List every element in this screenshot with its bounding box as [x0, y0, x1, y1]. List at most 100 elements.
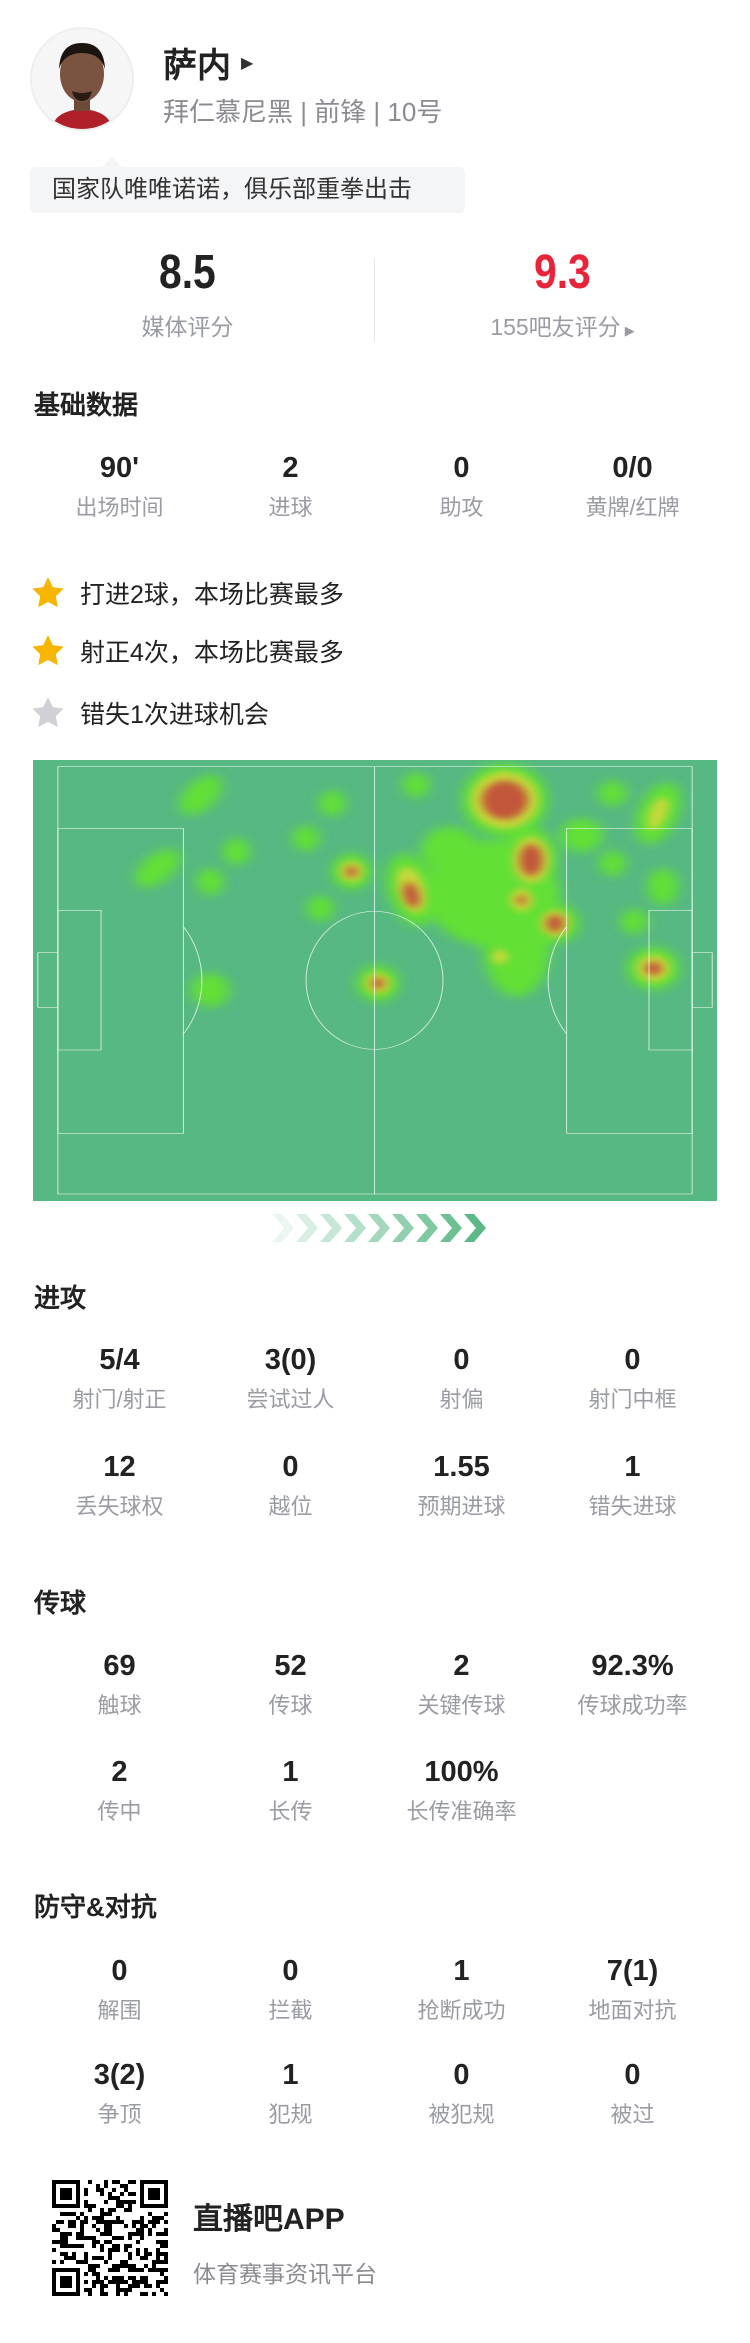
stat-value: 69 — [103, 1650, 136, 1682]
basic-stats-row: 90' 出场时间 2 进球 0 助攻 0/0 黄牌/红牌 — [34, 450, 718, 522]
heat-spot — [647, 868, 679, 905]
stat-assists: 0 助攻 — [376, 450, 547, 522]
stat-label: 触球 — [97, 1693, 142, 1718]
app-name: 直播吧APP — [193, 2203, 345, 2236]
heat-spot — [135, 849, 181, 888]
star-gray-icon — [32, 697, 64, 728]
stat-label: 黄牌/红牌 — [585, 495, 680, 520]
rating-divider — [374, 258, 375, 342]
stat-crosses: 2 传中 — [34, 1754, 205, 1826]
stat-label: 丢失球权 — [75, 1494, 164, 1519]
stat-woodwork: 0 射门中框 — [547, 1342, 718, 1414]
stat-value: 1 — [282, 1756, 299, 1788]
heat-spot — [196, 868, 224, 895]
stat-value: 0 — [624, 2059, 641, 2091]
heat-spot — [402, 772, 430, 798]
player-info: 拜仁慕尼黑 | 前锋 | 10号 — [163, 97, 443, 127]
heat-spot — [345, 866, 358, 877]
heat-spot — [546, 914, 564, 932]
stat-key-passes: 2 关键传球 — [376, 1648, 547, 1720]
fan-rating-value: 9.3 — [534, 246, 591, 299]
highlight-text: 射正4次，本场比赛最多 — [80, 639, 344, 667]
stat-offsides: 0 越位 — [205, 1449, 376, 1521]
stat-xg: 1.55 预期进球 — [376, 1449, 547, 1521]
heat-spot — [620, 909, 648, 935]
player-photo-icon — [32, 29, 132, 129]
passing-stats-row: 69 触球 52 传球 2 关键传球 92.3% 传球成功率 — [34, 1648, 718, 1720]
qr-code-icon[interactable] — [52, 2180, 168, 2296]
stat-ground-duels: 7(1) 地面对抗 — [547, 1953, 718, 2025]
section-title-basic: 基础数据 — [34, 390, 139, 420]
heat-spot — [306, 895, 334, 921]
stat-value: 0 — [453, 1344, 470, 1376]
defense-stats-row: 3(2) 争顶 1 犯规 0 被犯规 0 被过 — [34, 2057, 718, 2129]
stat-label: 进球 — [268, 495, 313, 520]
heat-spot — [420, 826, 479, 874]
star-gold-icon — [32, 635, 64, 666]
stat-dribbles: 3(0) 尝试过人 — [205, 1342, 376, 1414]
player-avatar[interactable] — [30, 27, 134, 131]
heat-spot — [403, 882, 420, 908]
stat-fouls: 1 犯规 — [205, 2057, 376, 2129]
stat-tackles: 1 抢断成功 — [376, 1953, 547, 2025]
stat-long-ball-accuracy: 100% 长传准确率 — [376, 1754, 547, 1826]
stat-value: 1.55 — [433, 1451, 490, 1483]
stat-value: 0 — [624, 1344, 641, 1376]
heat-spot — [191, 973, 230, 1007]
stat-value: 90' — [99, 452, 140, 484]
player-name: 萨内 — [163, 47, 231, 85]
stat-pass-accuracy: 92.3% 传球成功率 — [547, 1648, 718, 1720]
attack-stats-row: 12 丢失球权 0 越位 1.55 预期进球 1 错失进球 — [34, 1449, 718, 1521]
chevron-right-icon — [392, 1214, 414, 1242]
heat-spot — [292, 825, 320, 851]
stat-label: 长传 — [268, 1799, 313, 1824]
stat-label: 抢断成功 — [417, 1998, 506, 2023]
stat-label: 解围 — [97, 1998, 142, 2023]
media-rating-label: 媒体评分 — [141, 314, 234, 340]
stat-value: 2 — [282, 452, 299, 484]
stat-label: 拦截 — [268, 1998, 313, 2023]
stat-label: 争顶 — [97, 2102, 142, 2127]
stat-value: 5/4 — [99, 1344, 140, 1376]
stat-value: 1 — [453, 1955, 470, 1987]
stat-value: 2 — [111, 1756, 128, 1788]
stat-label: 助攻 — [439, 495, 484, 520]
highlight-item: 打进2球，本场比赛最多 — [30, 575, 344, 611]
stat-label: 传球成功率 — [577, 1693, 688, 1718]
caret-right-icon: ▶ — [241, 54, 254, 72]
media-rating: 8.5 媒体评分 — [0, 245, 375, 342]
highlight-item: 错失1次进球机会 — [30, 695, 269, 731]
section-title-defense: 防守&对抗 — [34, 1892, 157, 1922]
chevron-right-icon — [320, 1214, 342, 1242]
chevron-right-icon — [272, 1214, 294, 1242]
chevron-right-icon — [464, 1214, 486, 1242]
stat-possession-lost: 12 丢失球权 — [34, 1449, 205, 1521]
heat-spot — [516, 895, 527, 905]
stat-clearances: 0 解围 — [34, 1953, 205, 2025]
defense-stats-row: 0 解围 0 拦截 1 抢断成功 7(1) 地面对抗 — [34, 1953, 718, 2025]
player-name-link[interactable]: 萨内 ▶ — [163, 38, 253, 87]
stat-label: 传球 — [268, 1693, 313, 1718]
section-title-attack: 进攻 — [34, 1283, 87, 1313]
heat-spot — [598, 780, 627, 806]
heat-spot — [519, 844, 543, 876]
fan-rating[interactable]: 9.3 155吧友评分 ▶ — [375, 245, 750, 342]
stat-label: 犯规 — [268, 2102, 313, 2127]
stat-label: 长传准确率 — [406, 1799, 517, 1824]
attack-stats-row: 5/4 射门/射正 3(0) 尝试过人 0 射偏 0 射门中框 — [34, 1342, 718, 1414]
heat-spot — [492, 949, 508, 964]
heat-spot — [318, 790, 346, 816]
fan-rating-label: 155吧友评分 — [490, 314, 621, 340]
stat-aerial-duels: 3(2) 争顶 — [34, 2057, 205, 2129]
player-tagline: 国家队唯唯诺诺，俱乐部重拳出击 — [30, 157, 465, 213]
stat-value: 1 — [624, 1451, 641, 1483]
highlight-text: 打进2球，本场比赛最多 — [80, 581, 344, 609]
heat-spot — [647, 797, 669, 830]
stat-label: 出场时间 — [75, 495, 164, 520]
stat-value: 12 — [103, 1451, 136, 1483]
heat-spot — [644, 961, 662, 975]
stat-shots: 5/4 射门/射正 — [34, 1342, 205, 1414]
stat-value: 100% — [424, 1756, 499, 1788]
star-gold-icon — [32, 577, 64, 608]
chevron-right-icon — [368, 1214, 390, 1242]
